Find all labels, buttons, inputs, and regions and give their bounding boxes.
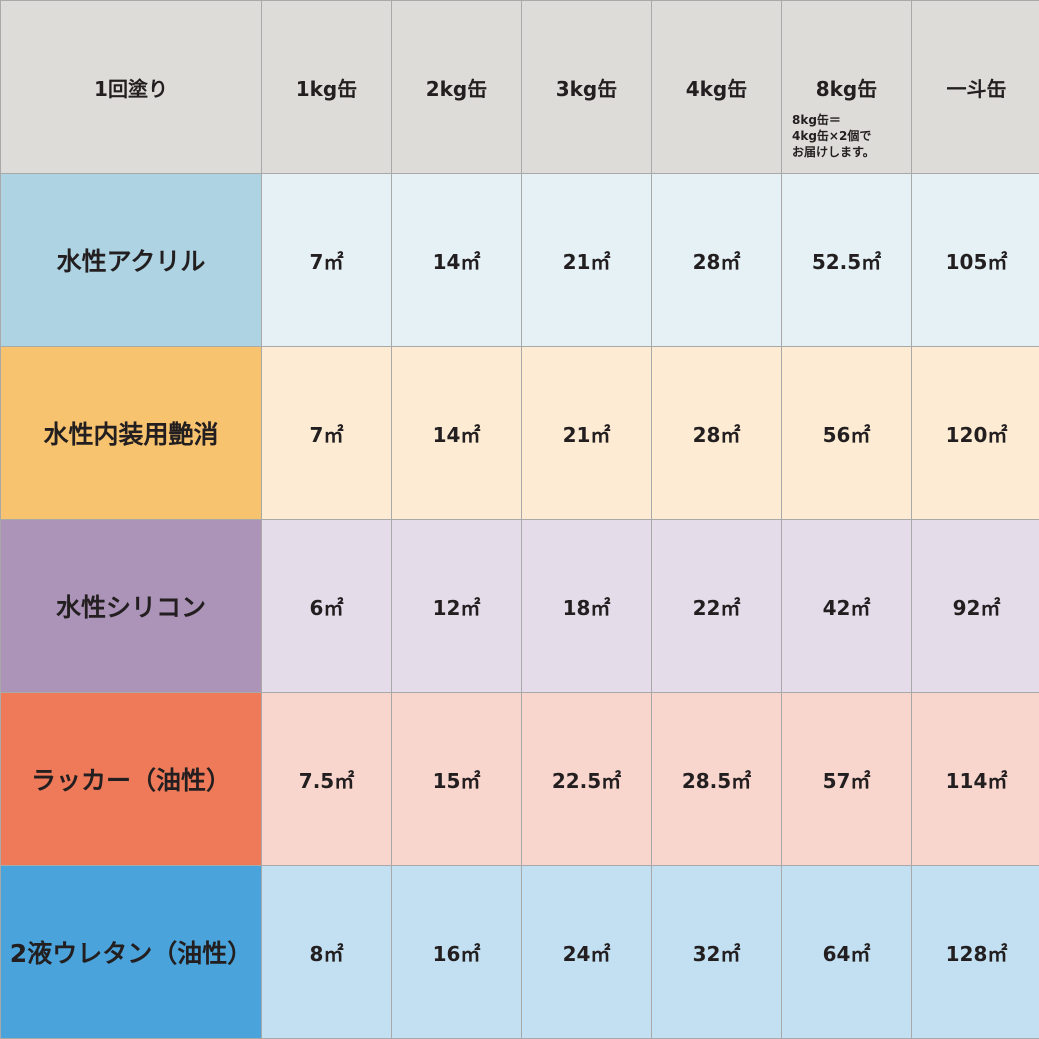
coverage-cell: 7㎡ (261, 173, 392, 347)
row-label: ラッカー（油性） (0, 692, 262, 866)
coverage-cell: 28㎡ (651, 346, 782, 520)
coverage-cell: 7㎡ (261, 346, 392, 520)
header-8kg: 8kg缶 8kg缶＝ 4kg缶×2個で お届けします。 (781, 0, 912, 174)
coverage-cell: 14㎡ (391, 346, 522, 520)
coverage-cell: 128㎡ (911, 865, 1039, 1039)
coverage-cell: 14㎡ (391, 173, 522, 347)
header-corner: 1回塗り (0, 0, 262, 174)
coverage-cell: 8㎡ (261, 865, 392, 1039)
coverage-cell: 6㎡ (261, 519, 392, 693)
coverage-cell: 24㎡ (521, 865, 652, 1039)
header-itto: 一斗缶 (911, 0, 1039, 174)
coverage-cell: 42㎡ (781, 519, 912, 693)
coverage-cell: 22㎡ (651, 519, 782, 693)
column-label: 4kg缶 (685, 77, 748, 101)
coverage-cell: 16㎡ (391, 865, 522, 1039)
coverage-cell: 32㎡ (651, 865, 782, 1039)
column-label: 1kg缶 (295, 77, 358, 101)
table-row: 水性内装用艶消 7㎡ 14㎡ 21㎡ 28㎡ 56㎡ 120㎡ (0, 346, 1039, 520)
coverage-cell: 22.5㎡ (521, 692, 652, 866)
coverage-cell: 28.5㎡ (651, 692, 782, 866)
header-row: 1回塗り 1kg缶 2kg缶 3kg缶 4kg缶 8kg缶 8kg缶＝ 4kg缶×… (0, 0, 1039, 174)
coverage-cell: 92㎡ (911, 519, 1039, 693)
corner-label: 1回塗り (94, 77, 168, 101)
row-label: 水性シリコン (0, 519, 262, 693)
table-row: ラッカー（油性） 7.5㎡ 15㎡ 22.5㎡ 28.5㎡ 57㎡ 114㎡ (0, 692, 1039, 866)
header-3kg: 3kg缶 (521, 0, 652, 174)
coverage-cell: 120㎡ (911, 346, 1039, 520)
coverage-cell: 21㎡ (521, 346, 652, 520)
coverage-cell: 28㎡ (651, 173, 782, 347)
header-2kg: 2kg缶 (391, 0, 522, 174)
column-label: 2kg缶 (425, 77, 488, 101)
header-1kg: 1kg缶 (261, 0, 392, 174)
coverage-cell: 105㎡ (911, 173, 1039, 347)
row-label: 2液ウレタン（油性） (0, 865, 262, 1039)
coverage-cell: 64㎡ (781, 865, 912, 1039)
coverage-cell: 114㎡ (911, 692, 1039, 866)
coverage-cell: 18㎡ (521, 519, 652, 693)
8kg-note: 8kg缶＝ 4kg缶×2個で お届けします。 (792, 113, 875, 159)
coverage-cell: 56㎡ (781, 346, 912, 520)
table-row: 水性シリコン 6㎡ 12㎡ 18㎡ 22㎡ 42㎡ 92㎡ (0, 519, 1039, 693)
column-label: 8kg缶 (815, 77, 878, 101)
column-label: 3kg缶 (555, 77, 618, 101)
header-4kg: 4kg缶 (651, 0, 782, 174)
column-label: 一斗缶 (946, 77, 1007, 101)
coverage-cell: 7.5㎡ (261, 692, 392, 866)
table-row: 水性アクリル 7㎡ 14㎡ 21㎡ 28㎡ 52.5㎡ 105㎡ (0, 173, 1039, 347)
coverage-cell: 52.5㎡ (781, 173, 912, 347)
row-label: 水性内装用艶消 (0, 346, 262, 520)
coverage-cell: 15㎡ (391, 692, 522, 866)
coverage-cell: 21㎡ (521, 173, 652, 347)
table-row: 2液ウレタン（油性） 8㎡ 16㎡ 24㎡ 32㎡ 64㎡ 128㎡ (0, 865, 1039, 1039)
coverage-cell: 57㎡ (781, 692, 912, 866)
row-label: 水性アクリル (0, 173, 262, 347)
coverage-cell: 12㎡ (391, 519, 522, 693)
